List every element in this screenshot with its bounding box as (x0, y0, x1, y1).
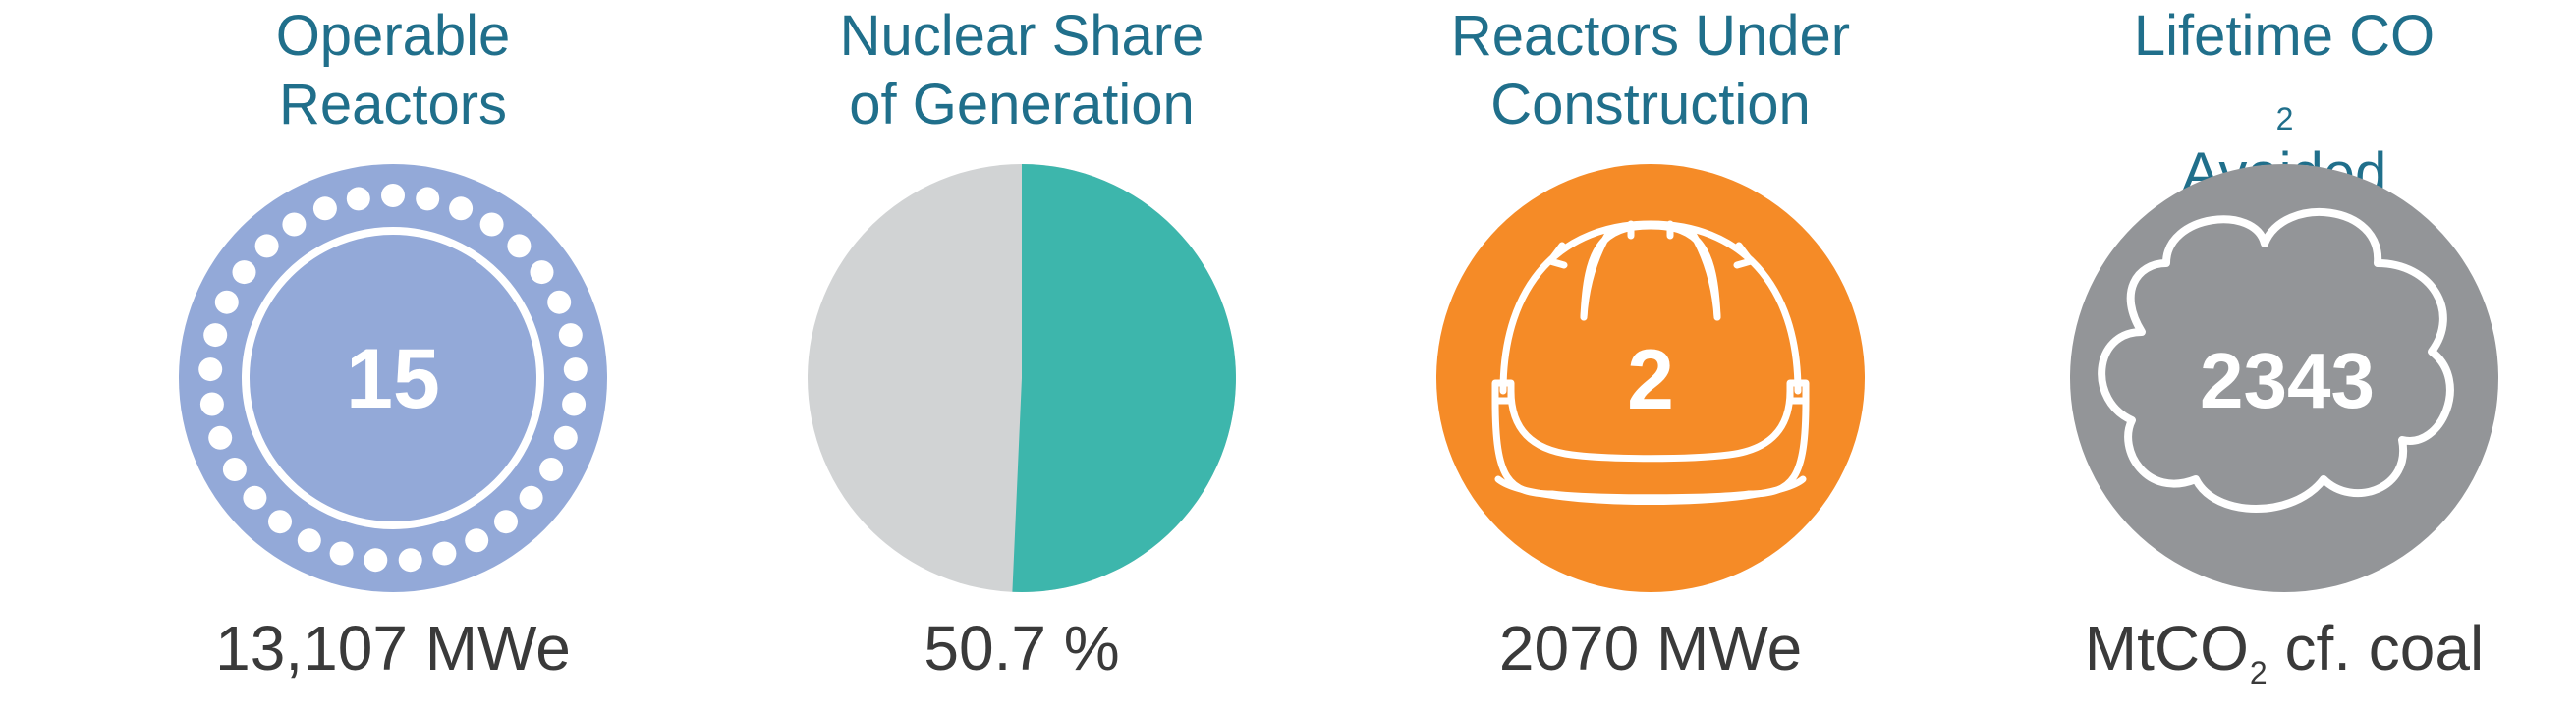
nuclear-share-tile: Nuclear Share of Generation 50.7 % (707, 0, 1336, 713)
cloud-outline (2098, 208, 2454, 513)
reactor-dot (432, 541, 457, 566)
reactor-dot (539, 458, 564, 481)
reactor-dot (329, 541, 354, 566)
title-line-1-subscript: 2 (2275, 101, 2294, 137)
hard-hat-outline (1491, 220, 1810, 505)
reactor-dot (479, 212, 504, 237)
title-line-1-text: Lifetime CO (2133, 4, 2436, 68)
co2-units-prefix: MtCO (2084, 613, 2249, 684)
reactor-dot (297, 528, 321, 553)
reactor-dot (519, 485, 543, 510)
reactor-dot (553, 425, 578, 450)
reactor-dot (222, 458, 247, 481)
reactor-dot (312, 196, 337, 221)
nuclear-share-title: Nuclear Share of Generation (707, 2, 1336, 139)
reactor-dot (208, 425, 233, 450)
reactor-dot (381, 184, 405, 207)
title-line-1: Operable (275, 4, 511, 68)
co2-units: MtCO2 cf. coal (1970, 604, 2576, 703)
pie-chart-icon (808, 164, 1236, 592)
reactor-dot (563, 357, 588, 382)
reactor-dot (282, 212, 307, 237)
reactor-dot (465, 528, 489, 553)
reactor-dot (530, 260, 554, 285)
operable-reactors-count: 15 (346, 332, 440, 426)
reactor-dot-ring (198, 184, 588, 573)
construction-title: Reactors Under Construction (1336, 2, 1965, 139)
title-line-2: Construction (1490, 73, 1811, 137)
reactor-dot (449, 196, 474, 221)
reactors-under-construction-tile: Reactors Under Construction 2 2070 MWe (1336, 0, 1965, 713)
title-line-2: Reactors (278, 73, 508, 137)
reactor-dot (254, 234, 279, 258)
reactor-dot (346, 187, 370, 211)
operable-reactors-tile: Operable Reactors 15 13,107 MWe (79, 0, 707, 713)
reactor-background-circle (179, 164, 607, 592)
reactor-dot (243, 485, 267, 510)
title-line-1: Lifetime CO 2 (1970, 2, 2576, 139)
title-line-1: Reactors Under (1450, 4, 1851, 68)
reactor-dot (507, 234, 532, 258)
reactor-dot (416, 187, 440, 211)
cloud-icon: 2343 (2070, 164, 2498, 592)
co2-units-subscript: 2 (2249, 655, 2268, 690)
title-line-1: Nuclear Share (839, 4, 1204, 68)
pie-nuclear-slice (1012, 164, 1236, 592)
co2-avoided-tile: Lifetime CO2 Avoided 2343 MtCO2 cf. coal (1970, 0, 2576, 713)
reactor-dot (203, 323, 228, 348)
reactor-dot (562, 392, 587, 416)
reactor-dot (214, 290, 239, 314)
reactor-dot (198, 357, 223, 382)
reactor-dot (232, 260, 256, 285)
reactor-ring-icon: 15 (179, 164, 607, 592)
reactor-dot (547, 290, 572, 314)
reactor-inner-ring (242, 227, 544, 529)
construction-capacity: 2070 MWe (1498, 613, 1803, 684)
reactor-dot (558, 323, 583, 348)
nuclear-share-value: 50.7 % (924, 613, 1120, 684)
title-line-2: of Generation (849, 73, 1195, 137)
reactor-dot (398, 548, 422, 573)
reactor-dot (268, 510, 292, 534)
construction-count: 2 (1627, 333, 1674, 427)
operable-reactors-capacity: 13,107 MWe (215, 613, 571, 684)
operable-reactors-title: Operable Reactors (79, 2, 707, 139)
co2-avoided-amount: 2343 (2200, 337, 2375, 424)
hard-hat-icon: 2 (1436, 164, 1865, 592)
reactor-dot (199, 392, 224, 416)
reactor-dot (364, 548, 388, 573)
co2-units-suffix: cf. coal (2267, 613, 2485, 684)
reactor-dot (494, 510, 518, 534)
